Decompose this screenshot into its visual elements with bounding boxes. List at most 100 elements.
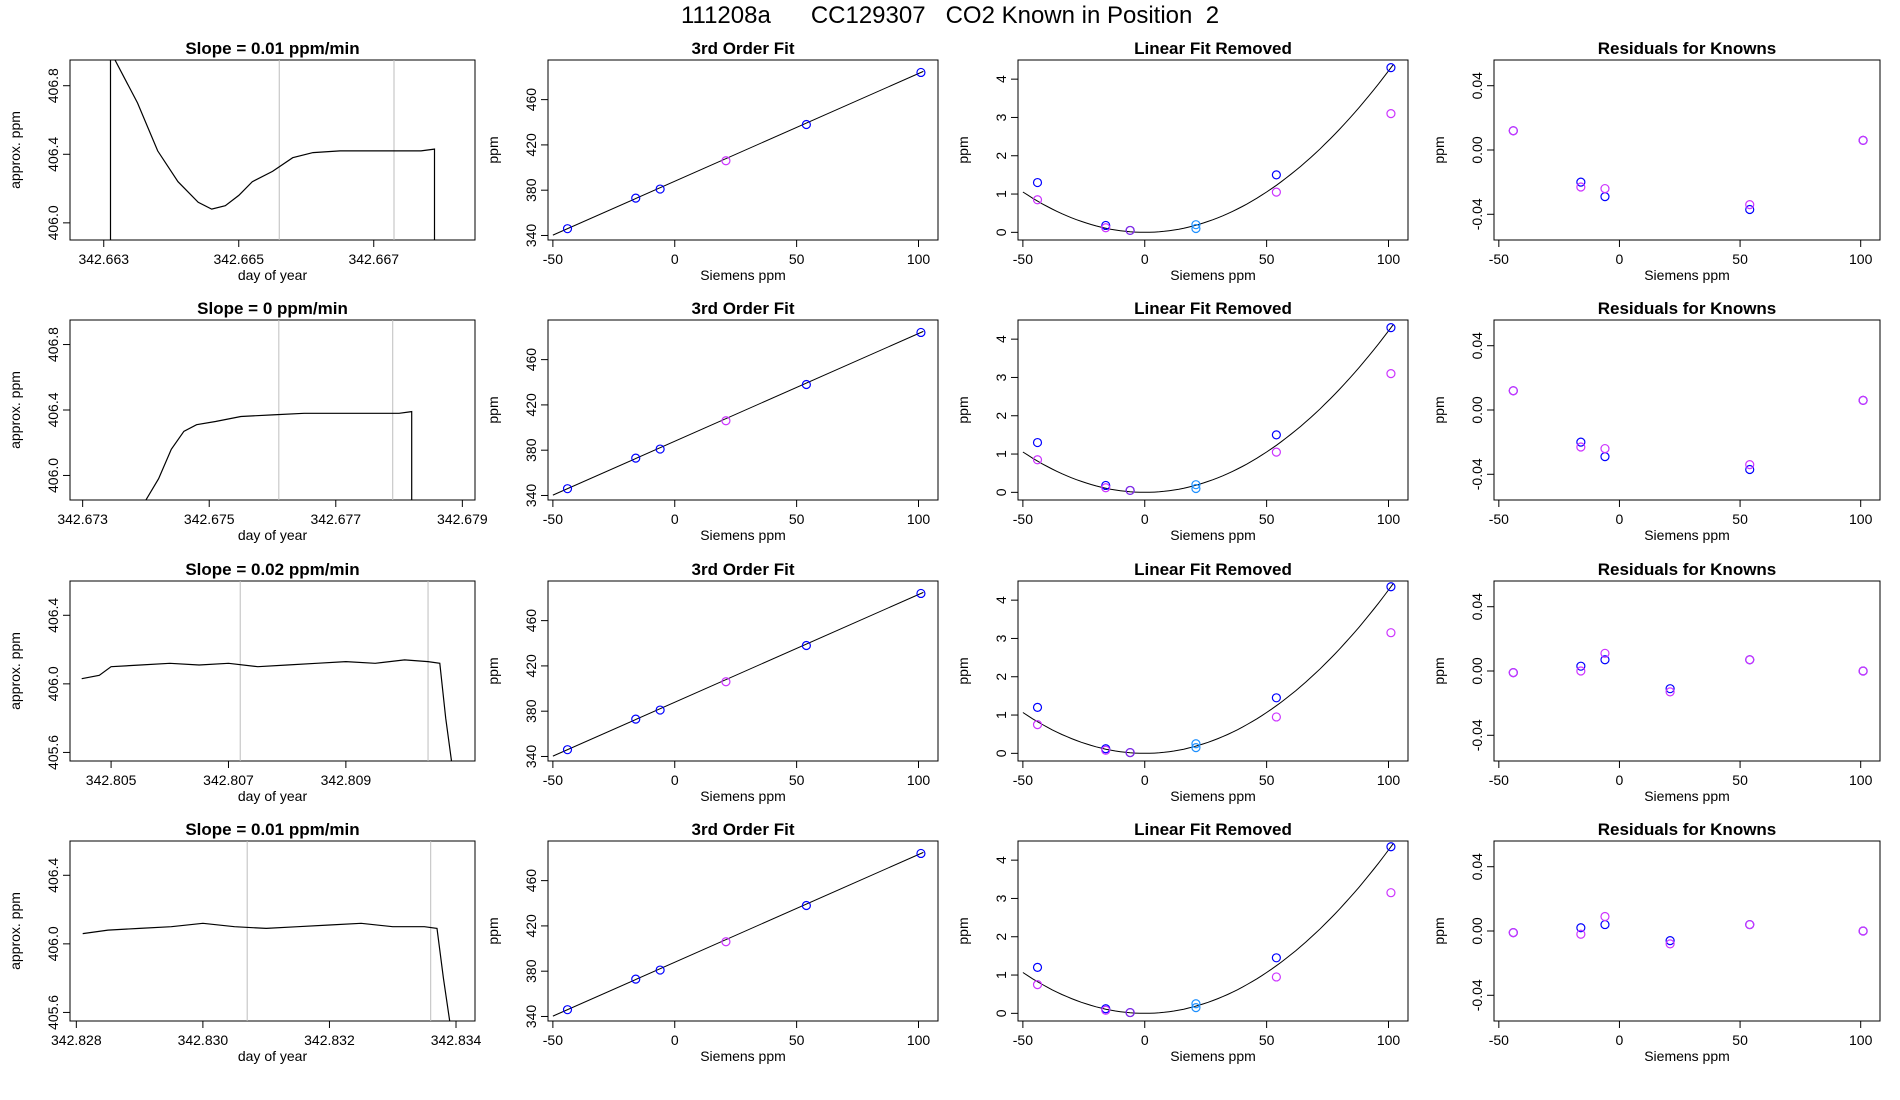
x-tick-label: 342.834: [431, 1032, 482, 1048]
data-point: [631, 714, 641, 724]
data-point: [1032, 455, 1043, 465]
x-tick-label: -50: [543, 1032, 563, 1048]
y-tick-label: 406.4: [45, 137, 61, 172]
data-point: [1600, 911, 1610, 922]
y-tick-label: 405.6: [45, 995, 61, 1030]
y-tick-label: 420: [523, 654, 539, 678]
y-axis-label: ppm: [485, 136, 501, 163]
y-tick-label: 380: [523, 959, 539, 983]
data-point: [1600, 443, 1610, 454]
panel-title: 3rd Order Fit: [692, 39, 795, 58]
x-axis-label: Siemens ppm: [1170, 788, 1256, 804]
x-tick-label: -50: [543, 251, 563, 267]
data-point: [1271, 953, 1281, 963]
x-tick-label: 50: [1259, 772, 1275, 788]
x-tick-label: 342.677: [310, 511, 361, 527]
data-point: [1386, 842, 1396, 852]
x-tick-label: 100: [1377, 772, 1401, 788]
x-tick-label: 0: [1141, 772, 1149, 788]
data-point: [1191, 1002, 1201, 1013]
data-point: [1271, 972, 1281, 982]
data-point: [1386, 109, 1396, 119]
y-tick-label: 406.0: [45, 458, 61, 493]
data-point: [1101, 745, 1111, 755]
data-point: [1745, 919, 1755, 930]
data-point: [916, 67, 926, 78]
plot-frame: [1017, 319, 1409, 501]
y-axis-label: approx. ppm: [7, 892, 23, 970]
y-tick-label: 0: [993, 228, 1009, 236]
panel-1-3: Residuals for Knowns -50 0 50 100 Siemens ppm…: [1431, 299, 1881, 543]
plot-frame: [1017, 840, 1409, 1022]
data-point: [1665, 939, 1675, 949]
x-tick-label: -50: [1013, 1032, 1033, 1048]
data-point: [562, 484, 573, 494]
x-axis-label: Siemens ppm: [1644, 1048, 1730, 1064]
y-tick-label: -0.04: [1469, 458, 1485, 490]
plot-frame: [547, 59, 939, 241]
fit-curve: [1022, 64, 1394, 233]
plot-area: [552, 848, 926, 1017]
x-axis-label: Siemens ppm: [700, 788, 786, 804]
y-axis-label: approx. ppm: [7, 111, 23, 189]
data-point: [1508, 386, 1518, 396]
panel-title: Linear Fit Removed: [1134, 39, 1292, 58]
x-tick-label: 0: [671, 251, 679, 267]
x-tick-label: -50: [1013, 511, 1033, 527]
y-tick-label: 3: [993, 373, 1009, 381]
x-axis-label: Siemens ppm: [1644, 527, 1730, 543]
data-point: [1386, 582, 1396, 592]
x-tick-label: 50: [1259, 1032, 1275, 1048]
x-tick-label: 50: [1732, 1032, 1748, 1048]
ppm-trace: [81, 659, 453, 761]
x-tick-label: 50: [789, 772, 805, 788]
x-tick-label: -50: [1489, 1032, 1509, 1048]
y-axis-label: ppm: [955, 657, 971, 684]
data-point: [562, 224, 573, 234]
x-axis-label: Siemens ppm: [1170, 1048, 1256, 1064]
x-axis-label: day of year: [238, 267, 308, 283]
plot-frame: [1017, 580, 1409, 762]
x-tick-label: 342.673: [57, 511, 108, 527]
panel-title: 3rd Order Fit: [692, 560, 795, 579]
y-tick-label: 0.04: [1469, 72, 1485, 99]
y-tick-label: 460: [523, 88, 539, 112]
plot-frame: [1493, 319, 1881, 501]
y-tick-label: -0.04: [1469, 719, 1485, 751]
panel-title: Slope = 0 ppm/min: [197, 299, 348, 318]
y-tick-label: 340: [523, 224, 539, 248]
panel-0-1: 3rd Order Fit -50 0 50 100 Siemens ppm 340 380 4…: [485, 39, 939, 283]
x-tick-label: 342.809: [321, 772, 372, 788]
plot-frame: [547, 840, 939, 1022]
x-tick-label: 100: [907, 251, 931, 267]
panel-0-2: Linear Fit Removed -50 0 50 100 Siemens ppm 0 1…: [955, 39, 1409, 283]
x-tick-label: 342.665: [213, 251, 264, 267]
y-tick-label: 4: [993, 335, 1009, 343]
y-tick-label: 3: [993, 113, 1009, 121]
x-tick-label: 0: [1141, 1032, 1149, 1048]
x-tick-label: 0: [1616, 1032, 1624, 1048]
y-axis-label: ppm: [1431, 657, 1447, 684]
panel-1-0: Slope = 0 ppm/min 342.673 342.675 342.677 34…: [7, 299, 488, 543]
x-axis-label: Siemens ppm: [1170, 267, 1256, 283]
data-point: [1101, 480, 1111, 491]
data-point: [1271, 430, 1281, 440]
plot-area: [552, 67, 926, 236]
x-tick-label: 50: [789, 251, 805, 267]
data-point: [1600, 192, 1610, 202]
data-point: [1386, 369, 1396, 379]
y-tick-label: 460: [523, 348, 539, 372]
plot-area: [1022, 63, 1396, 236]
data-point: [1508, 126, 1518, 136]
x-tick-label: 0: [671, 1032, 679, 1048]
y-axis-label: ppm: [485, 657, 501, 684]
y-tick-label: 2: [993, 673, 1009, 681]
x-tick-label: -50: [543, 511, 563, 527]
panel-title: Residuals for Knowns: [1598, 299, 1777, 318]
data-point: [1032, 980, 1043, 990]
data-point: [655, 444, 665, 454]
data-point: [1101, 220, 1111, 231]
y-axis-label: ppm: [955, 917, 971, 944]
x-tick-label: 50: [1732, 251, 1748, 267]
x-tick-label: 342.675: [184, 511, 235, 527]
